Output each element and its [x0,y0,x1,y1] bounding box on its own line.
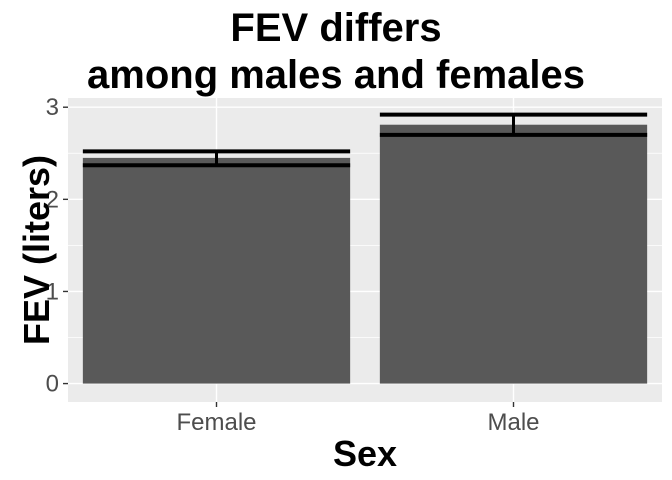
x-tick-label: Male [487,409,539,436]
bar-male [379,124,648,384]
y-tick-label: 1 [46,278,59,305]
x-axis: Female Male [176,402,540,436]
chart-title-line-2: among males and females [87,53,585,97]
error-bars [82,112,648,168]
y-tick-label: 2 [46,186,59,213]
bar-female [82,157,351,384]
x-axis-title: Sex [333,433,397,474]
y-tick-label: 0 [46,371,59,398]
y-axis-title: FEV (liters) [16,155,57,345]
y-tick-label: 3 [46,94,59,121]
chart-title-line-1: FEV differs [230,6,442,50]
error-bar-male [379,112,648,137]
x-tick-label: Female [176,409,256,436]
bars [82,124,648,384]
error-bar-female [82,149,351,168]
y-axis: 0 1 2 3 [46,94,68,398]
